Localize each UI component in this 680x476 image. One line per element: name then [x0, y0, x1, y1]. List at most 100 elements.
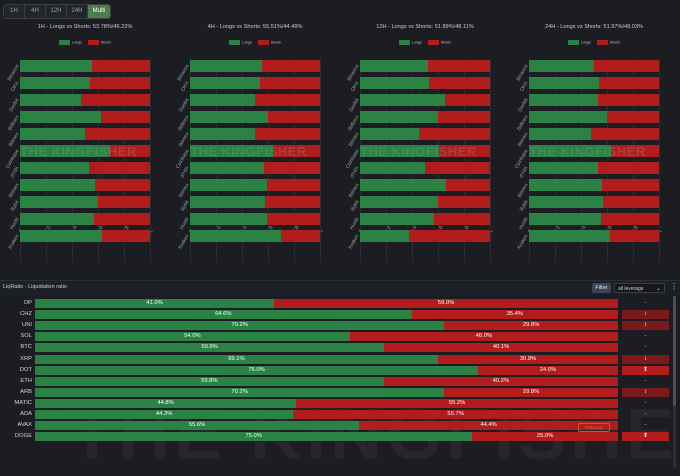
- tab-1h[interactable]: 1H: [4, 5, 25, 18]
- legend-item-shorts: Shorts: [87, 40, 111, 45]
- bar-longs: [190, 77, 261, 89]
- more-menu-icon[interactable]: ⋮: [670, 282, 678, 291]
- bar-longs: [360, 128, 419, 140]
- scrollbar[interactable]: [673, 296, 676, 468]
- liq-bar-shorts: 46.0%: [349, 332, 618, 342]
- bar-shorts: [601, 179, 659, 191]
- liq-longs-pct: 70.2%: [231, 388, 248, 395]
- bar-shorts: [94, 213, 150, 225]
- liq-row: UNI 70.2% 29.8% ↕: [0, 320, 680, 331]
- bar-row: [360, 230, 490, 242]
- bar-longs: [360, 213, 435, 225]
- watermark: THE KINGFISHER: [360, 144, 477, 159]
- bar-shorts: [591, 128, 659, 140]
- liq-bar-longs: 59.9%: [35, 343, 385, 353]
- bar-longs: [529, 162, 598, 174]
- liq-bar-shorts: 29.8%: [444, 387, 618, 397]
- bar-longs: [20, 60, 92, 72]
- gridline: [555, 58, 556, 263]
- bar-longs: [20, 196, 98, 208]
- liq-row: CHZ 64.6% 35.4% ↕: [0, 309, 680, 320]
- bar-row: [529, 145, 659, 157]
- liq-bar: 44.3% 55.7%: [35, 410, 618, 419]
- bar-row: [529, 111, 659, 123]
- liq-longs-pct: 41.0%: [146, 300, 163, 306]
- bar-shorts: [98, 196, 150, 208]
- legend-label: Shorts: [270, 40, 281, 45]
- tab-4h[interactable]: 4H: [25, 5, 46, 18]
- legend-item-shorts: Shorts: [596, 40, 620, 45]
- liq-coin: ADA: [20, 411, 32, 417]
- tab-multi[interactable]: Multi: [88, 5, 110, 18]
- bar-longs: [20, 230, 102, 242]
- bar-row: [190, 230, 320, 242]
- liq-shorts-pct: 25.0%: [536, 433, 554, 440]
- gridline: [150, 58, 151, 263]
- longs-shorts-chart: 12H - Longs vs Shorts: 51.89%/48.11% Long…: [340, 20, 510, 263]
- liq-row: DOGE 75.0% 25.0% ⬆: [0, 431, 680, 442]
- bar-shorts: [409, 230, 490, 242]
- liq-bar-longs: 75.0%: [35, 432, 473, 442]
- liq-row: ETH 59.8% 40.2% -: [0, 376, 680, 387]
- bar-longs: [190, 213, 267, 225]
- previous-button[interactable]: Previous: [578, 423, 610, 432]
- bar-shorts: [438, 196, 490, 208]
- gridline: [633, 58, 634, 263]
- plot-area: [529, 58, 660, 263]
- plot-area: [20, 58, 151, 263]
- chevron-down-icon: ⌄: [655, 286, 661, 292]
- liq-coin: DOGE: [14, 433, 32, 440]
- liq-bar: 59.9% 40.1%: [35, 343, 618, 353]
- liqratio-header: LiqRatio - Liquidation ratio Filter all …: [0, 280, 680, 295]
- tab-12h[interactable]: 12H: [46, 5, 67, 18]
- bar-longs: [190, 196, 266, 208]
- filter-button[interactable]: Filter: [592, 283, 611, 293]
- liq-shorts-pct: 44.4%: [480, 422, 497, 429]
- bar-row: [360, 128, 490, 140]
- bar-longs: [190, 162, 265, 174]
- legend-label: Longs: [412, 40, 422, 45]
- bar-row: [190, 60, 320, 72]
- liq-indicator: ⬆: [622, 365, 669, 375]
- tab-24h[interactable]: 24H: [67, 5, 88, 18]
- liq-bar-longs: 70.2%: [35, 387, 445, 397]
- bar-longs: [529, 213, 601, 225]
- legend-label: Shorts: [100, 40, 111, 45]
- watermark: THE KINGFISHER: [20, 144, 137, 159]
- bar-shorts: [444, 94, 490, 106]
- bar-row: [20, 128, 150, 140]
- liq-bar-longs: 44.8%: [35, 398, 297, 408]
- bar-shorts: [418, 128, 490, 140]
- bar-longs: [20, 111, 101, 123]
- bar-row: [360, 196, 490, 208]
- bar-row: [360, 179, 490, 191]
- bar-row: [529, 94, 659, 106]
- watermark: THE KINGFISHER: [190, 144, 307, 159]
- bar-row: [360, 60, 490, 72]
- bar-longs: [529, 145, 611, 157]
- bar-row: [190, 162, 320, 174]
- legend-item-longs: Longs: [568, 40, 591, 45]
- leverage-select[interactable]: all leverage ⌄: [614, 283, 665, 293]
- liq-longs-pct: 59.8%: [201, 377, 218, 384]
- bar-longs: [190, 179, 267, 191]
- liq-indicator: -: [644, 399, 647, 406]
- liq-longs-pct: 55.6%: [188, 422, 206, 429]
- bar-longs: [360, 179, 446, 191]
- scrollbar-thumb[interactable]: [673, 296, 676, 406]
- liq-row: BTC 59.9% 40.1% -: [0, 342, 680, 353]
- bar-longs: [190, 145, 274, 157]
- bar-row: [529, 213, 659, 225]
- bar-shorts: [255, 128, 320, 140]
- liq-bar-longs: 59.8%: [35, 376, 384, 386]
- bar-shorts: [439, 145, 490, 157]
- bar-shorts: [100, 111, 150, 123]
- liq-indicator: -: [644, 377, 647, 384]
- liqratio-title: LiqRatio - Liquidation ratio: [3, 284, 67, 290]
- liq-coin: CHZ: [20, 311, 32, 318]
- liq-row: MATIC 44.8% 55.2% -: [0, 398, 680, 409]
- bar-longs: [190, 60, 262, 72]
- bar-row: [360, 94, 490, 106]
- bar-longs: [360, 145, 440, 157]
- liq-shorts-pct: 29.8%: [522, 322, 540, 329]
